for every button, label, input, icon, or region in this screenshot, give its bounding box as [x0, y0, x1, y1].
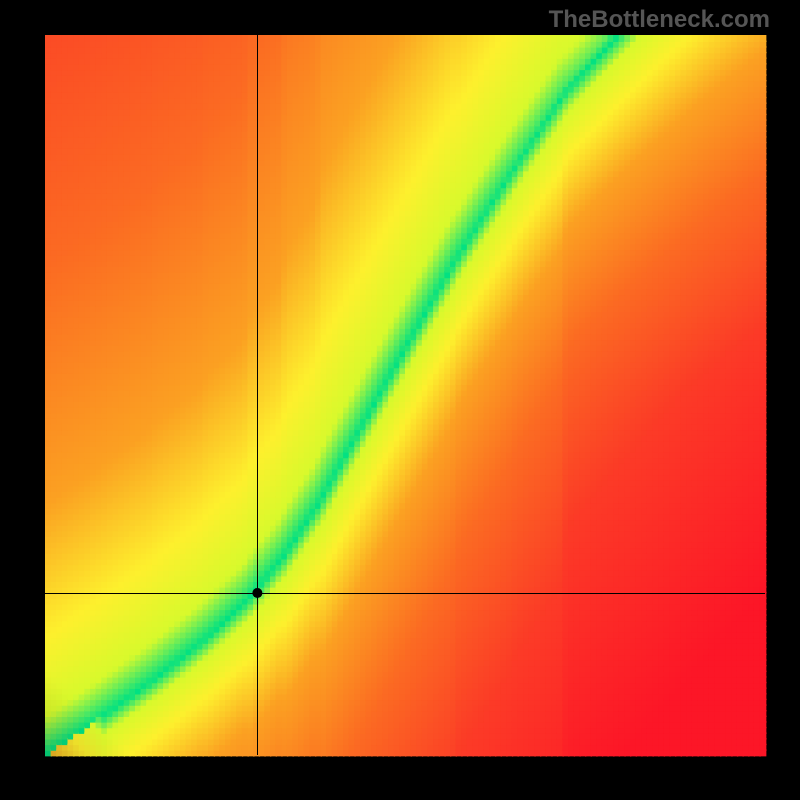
chart-container: TheBottleneck.com	[0, 0, 800, 800]
watermark-text: TheBottleneck.com	[549, 6, 770, 34]
bottleneck-heatmap	[0, 0, 800, 800]
